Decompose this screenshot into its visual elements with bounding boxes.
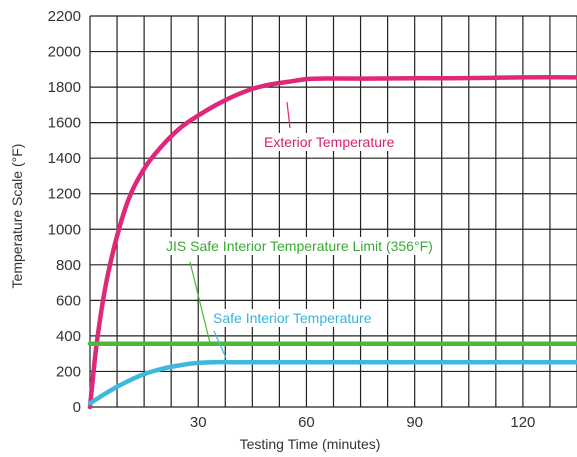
grid: [89, 15, 577, 408]
jis-limit-leader: [189, 261, 211, 344]
tick-labels: 0 200 400 600 800 1000 1200 1400 1600 1800 2000 220…: [48, 8, 536, 431]
x-tick-label: 60: [298, 414, 315, 431]
y-tick-label: 200: [56, 363, 81, 380]
exterior-temperature-line: [87, 75, 577, 410]
y-tick-label: 1400: [48, 150, 81, 167]
x-tick-label: 120: [510, 414, 535, 431]
safe-interior-temperature-leader: [213, 330, 227, 359]
x-axis-title: Testing Time (minutes): [240, 436, 381, 452]
y-tick-label: 800: [56, 257, 81, 274]
y-tick-label: 2000: [48, 44, 81, 61]
y-tick-label: 1600: [48, 115, 81, 132]
jis-limit-label-bg: [163, 237, 436, 255]
x-tick-label: 30: [190, 414, 207, 431]
y-tick-label: 400: [56, 328, 81, 345]
exterior-temperature-label: Exterior Temperature: [264, 134, 395, 150]
y-tick-label: 0: [73, 399, 81, 416]
safe-interior-temperature-line: [87, 359, 577, 406]
exterior-temperature-label-bg: [261, 133, 398, 151]
y-tick-label: 2200: [48, 8, 81, 25]
x-tick-label: 90: [406, 414, 423, 431]
y-tick-label: 1800: [48, 79, 81, 96]
annotation-layer: Exterior Temperature JIS Safe Interior Te…: [163, 101, 436, 359]
exterior-temperature-leader: [286, 101, 291, 129]
series-layer: [87, 75, 577, 410]
safe-interior-temperature-label-bg: [210, 309, 375, 327]
y-tick-label: 1200: [48, 186, 81, 203]
y-tick-label: 1000: [48, 221, 81, 238]
y-axis-title: Temperature Scale (°F): [9, 144, 25, 289]
jis-limit-label: JIS Safe Interior Temperature Limit (356…: [166, 238, 433, 254]
y-tick-label: 600: [56, 292, 81, 309]
safe-interior-temperature-label: Safe Interior Temperature: [213, 310, 372, 326]
